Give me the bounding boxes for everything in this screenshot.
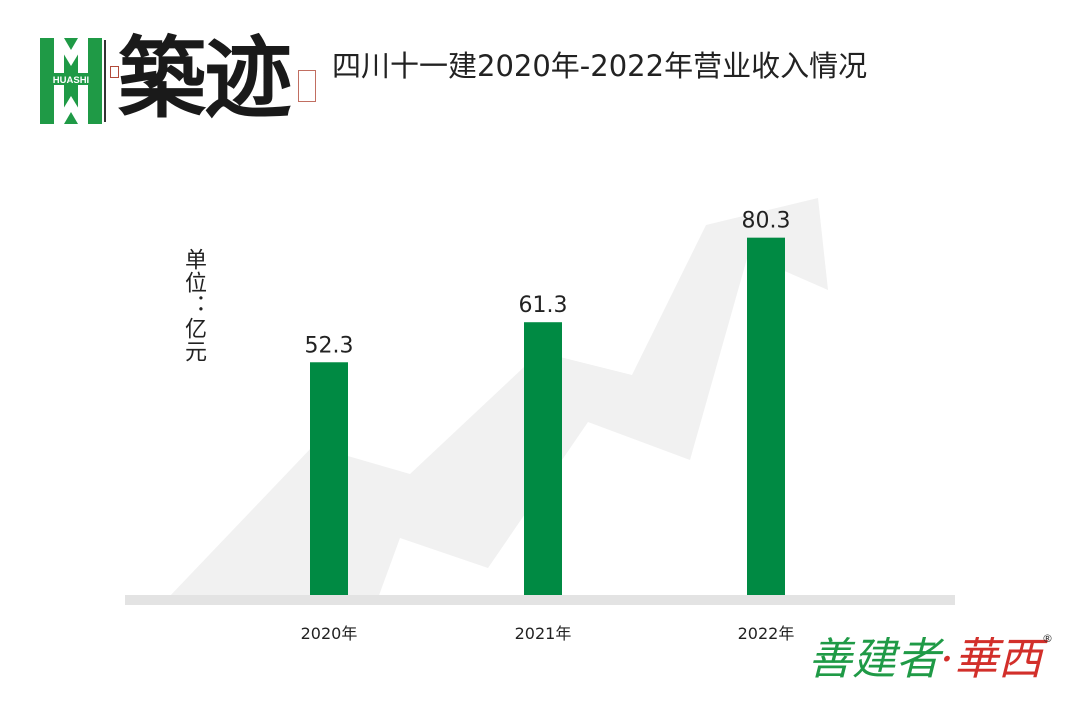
chart-baseline xyxy=(125,595,955,605)
bar-group xyxy=(310,237,785,596)
unit-label: 单位：亿元 xyxy=(181,248,206,363)
slogan-brand: ·華西 xyxy=(940,634,1042,685)
registered-mark: ® xyxy=(1042,632,1053,645)
chart-title: 四川十一建2020年-2022年营业收入情况 xyxy=(332,49,868,83)
value-label-0: 52.3 xyxy=(305,333,354,358)
category-label-group: 2020年 2021年 2022年 xyxy=(301,624,795,643)
category-label-0: 2020年 xyxy=(301,624,358,643)
bar-1 xyxy=(524,322,562,595)
growth-arrow-background xyxy=(168,198,828,598)
huashi-logo: HUASHI xyxy=(40,38,102,124)
category-label-2: 2022年 xyxy=(738,624,795,643)
value-label-2: 80.3 xyxy=(742,209,791,234)
bar-2 xyxy=(747,237,785,596)
slogan-text: 善建者 xyxy=(808,634,940,685)
brand-calligraphy: 築迹 xyxy=(118,26,292,130)
value-label-group: 52.3 61.3 80.3 xyxy=(305,209,791,359)
logo-text: HUASHI xyxy=(53,75,89,86)
logo-divider xyxy=(104,40,106,122)
category-label-1: 2021年 xyxy=(515,624,572,643)
seal-stamp xyxy=(298,70,316,102)
bar-0 xyxy=(310,362,348,595)
seal-stamp-small xyxy=(110,66,119,78)
footer-slogan: 善建者·華西 xyxy=(808,630,1042,690)
value-label-1: 61.3 xyxy=(519,293,568,318)
